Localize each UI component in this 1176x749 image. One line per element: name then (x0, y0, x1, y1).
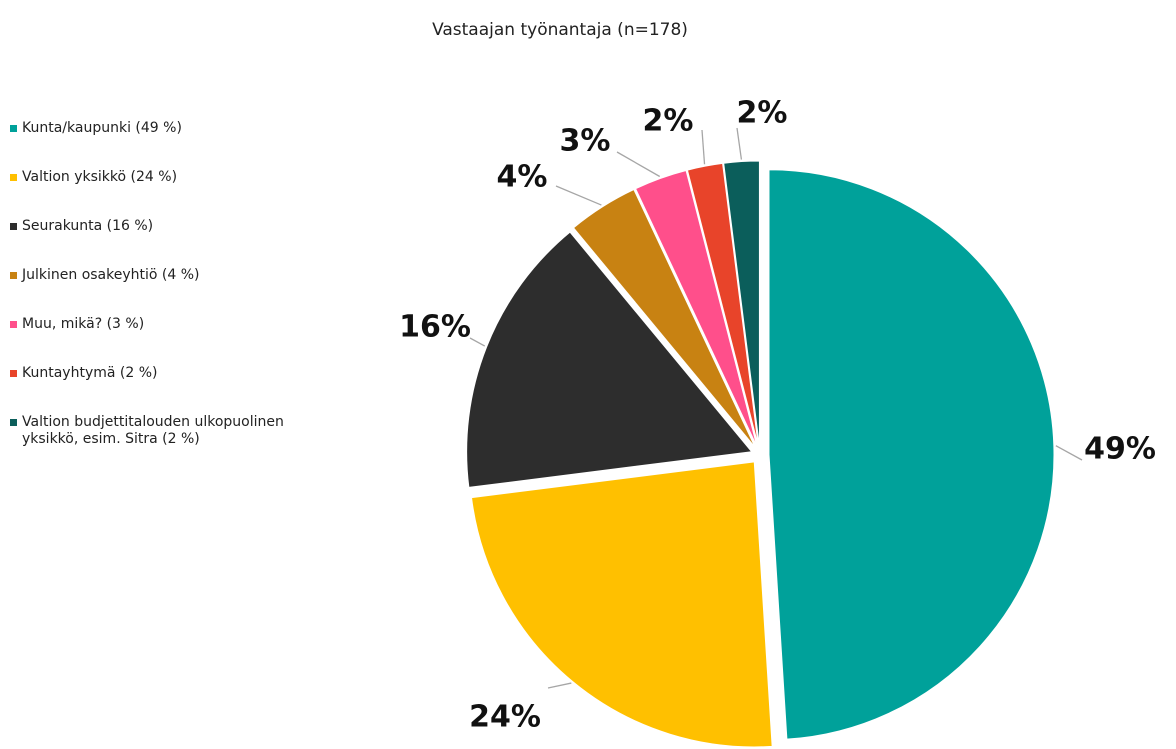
pie-slice (634, 169, 758, 447)
leader-line (469, 337, 486, 347)
data-label: 49% (1084, 432, 1156, 467)
legend-item: Kuntayhtymä (2 %) (10, 365, 330, 382)
legend-item: Seurakunta (16 %) (10, 218, 330, 235)
legend-item: Valtion yksikkö (24 %) (10, 169, 330, 186)
pie-slice (686, 162, 759, 447)
legend-swatch (10, 370, 17, 377)
pie-slice (470, 461, 773, 748)
legend-swatch (10, 321, 17, 328)
legend-item: Kunta/kaupunki (49 %) (10, 120, 330, 137)
legend-label: Valtion yksikkö (24 %) (22, 169, 178, 185)
legend-swatch (10, 419, 17, 426)
data-label: 4% (497, 160, 548, 195)
legend-label: Julkinen osakeyhtiö (4 %) (22, 267, 200, 283)
chart-title: Vastaajan työnantaja (n=178) (432, 20, 688, 40)
leader-line (555, 185, 602, 206)
data-label: 24% (469, 700, 541, 735)
pie-slice (466, 231, 753, 488)
pie-slice (572, 188, 756, 448)
legend-item: Valtion budjettitalouden ulkopuolinen yk… (10, 414, 330, 448)
data-label: 16% (399, 310, 471, 345)
leader-line (701, 129, 706, 165)
legend-label: Seurakunta (16 %) (22, 218, 154, 234)
legend-item: Muu, mikä? (3 %) (10, 316, 330, 333)
legend-swatch (10, 174, 17, 181)
legend-label: Muu, mikä? (3 %) (22, 316, 145, 332)
pie-slice (723, 160, 760, 447)
pie-slice (768, 169, 1055, 740)
legend-label: Kuntayhtymä (2 %) (22, 365, 158, 381)
legend-label: Kunta/kaupunki (49 %) (22, 120, 182, 136)
legend-swatch (10, 223, 17, 230)
legend-swatch (10, 272, 17, 279)
legend-swatch (10, 125, 17, 132)
leader-line (736, 127, 743, 160)
data-label: 2% (737, 96, 788, 131)
legend-label: Valtion budjettitalouden ulkopuolinen yk… (22, 414, 284, 447)
data-label: 3% (560, 124, 611, 159)
data-label: 2% (643, 104, 694, 139)
legend-item: Julkinen osakeyhtiö (4 %) (10, 267, 330, 284)
leader-line (616, 151, 661, 178)
legend: Kunta/kaupunki (49 %) Valtion yksikkö (24… (10, 120, 330, 480)
leader-line (547, 682, 572, 689)
leader-line (1055, 445, 1083, 461)
